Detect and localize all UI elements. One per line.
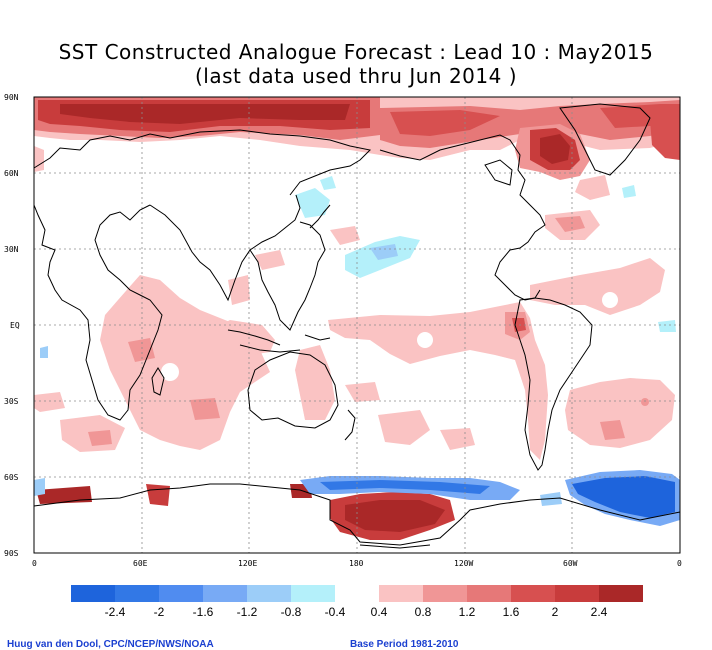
lon-label-60w: 60W — [563, 559, 578, 568]
colorbar-swatch — [203, 585, 247, 602]
map-title: SST Constructed Analogue Forecast : Lead… — [58, 40, 654, 64]
lat-label-eq: EQ — [10, 321, 20, 330]
colorbar-swatch — [555, 585, 599, 602]
lon-label-120w: 120W — [454, 559, 473, 568]
colorbar-tick-label: 1.2 — [459, 605, 476, 619]
lat-label-30s: 30S — [4, 397, 19, 406]
credit-text: Huug van den Dool, CPC/NCEP/NWS/NOAA — [7, 639, 214, 650]
lon-label-0-left: 0 — [32, 559, 37, 568]
colorbar-swatch — [335, 585, 379, 602]
lat-label-90s: 90S — [4, 549, 19, 558]
colorbar-swatch — [159, 585, 203, 602]
colorbar-swatch — [467, 585, 511, 602]
colorbar: -2.4 -2 -1.6 -1.2 -0.8 -0.4 0.4 0.8 1.2 1.6 2 2.4 — [71, 585, 643, 619]
colorbar-swatch — [71, 585, 115, 602]
colorbar-tick-label: -0.4 — [325, 605, 346, 619]
latitude-labels: 90N 60N 30N EQ 30S 60S 90S — [4, 93, 20, 558]
colorbar-swatch — [511, 585, 555, 602]
lon-label-0-right: 0 — [677, 559, 682, 568]
colorbar-swatch — [423, 585, 467, 602]
coastlines — [33, 103, 681, 549]
base-period-text: Base Period 1981-2010 — [350, 639, 459, 650]
colorbar-swatch — [379, 585, 423, 602]
colorbar-tick-label: 2.4 — [591, 605, 608, 619]
colorbar-tick-label: 0.8 — [415, 605, 432, 619]
longitude-labels: 0 60E 120E 180 120W 60W 0 — [32, 559, 682, 568]
colorbar-tick-label: -2.4 — [105, 605, 126, 619]
warm-anomaly-regions — [34, 97, 680, 540]
lon-label-60e: 60E — [133, 559, 148, 568]
colorbar-tick-label: -1.6 — [193, 605, 214, 619]
map-subtitle: (last data used thru Jun 2014 ) — [194, 64, 518, 88]
lat-label-60s: 60S — [4, 473, 19, 482]
lon-label-180: 180 — [349, 559, 364, 568]
colorbar-tick-label: 2 — [552, 605, 559, 619]
lat-label-30n: 30N — [4, 245, 19, 254]
map-panel — [33, 96, 681, 554]
lon-label-120e: 120E — [238, 559, 257, 568]
colorbar-swatch — [291, 585, 335, 602]
colorbar-tick-label: -1.2 — [237, 605, 258, 619]
colorbar-tick-label: 0.4 — [371, 605, 388, 619]
colorbar-tick-label: -2 — [154, 605, 165, 619]
colorbar-swatch — [599, 585, 643, 602]
lat-label-90n: 90N — [4, 93, 19, 102]
graticule — [34, 97, 680, 553]
colorbar-swatch — [247, 585, 291, 602]
colorbar-tick-label: 1.6 — [503, 605, 520, 619]
colorbar-tick-label: -0.8 — [281, 605, 302, 619]
colorbar-swatch — [115, 585, 159, 602]
lat-label-60n: 60N — [4, 169, 19, 178]
